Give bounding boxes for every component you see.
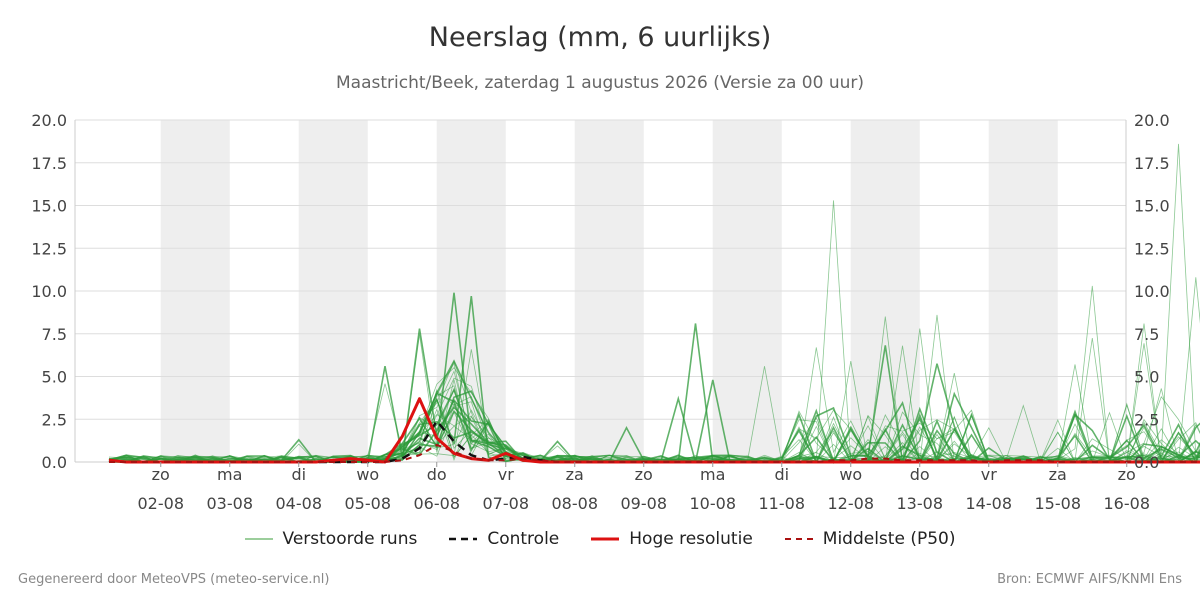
y-tick-label-left: 20.0 [31,111,67,130]
footer-generated-by: Gegenereerd door MeteoVPS (meteo-service… [18,572,330,587]
x-tick-date: 02-08 [138,494,185,513]
x-tick-date: 08-08 [552,494,599,513]
x-tick-day: vr [981,465,997,484]
x-tick-date: 06-08 [414,494,461,513]
main-series [108,397,1200,464]
y-tick-label-right: 2.5 [1134,410,1159,429]
x-tick-day: za [1049,465,1067,484]
x-tick-day: zo [1118,465,1136,484]
x-tick-date: 14-08 [966,494,1013,513]
x-tick-day: zo [635,465,653,484]
x-tick-date: 15-08 [1035,494,1082,513]
y-tick-label-left: 2.5 [42,410,67,429]
y-tick-label-left: 5.0 [42,368,67,387]
legend-swatch-high-res [591,537,620,541]
legend-item-perturbed[interactable]: Verstoorde runs [244,529,418,549]
x-tick-date: 13-08 [897,494,944,513]
legend-item-median[interactable]: Middelste (P50) [784,529,956,549]
y-tick-label-left: 10.0 [31,282,67,301]
x-tick-day: di [774,465,789,484]
x-tick-date: 05-08 [345,494,392,513]
x-tick-day: do [910,465,930,484]
y-tick-label-right: 0.0 [1134,453,1159,472]
ensemble-run-line [108,314,1200,463]
x-tick-date: 11-08 [759,494,806,513]
x-axis: zo 02-08 ma 03-08 di 04-08 wo 05-08 do 06-08 vr 07-… [138,462,1151,513]
series-line-middelste-p50 [109,443,1200,463]
legend-item-control[interactable]: Controle [449,529,559,549]
legend-label-high-res: Hoge resolutie [629,529,753,549]
y-tick-label-right: 10.0 [1134,282,1170,301]
series-line-hoge-resolutie [108,397,1200,464]
x-tick-day: ma [700,465,725,484]
y-tick-label-left: 0.0 [42,453,67,472]
x-tick-date: 03-08 [207,494,254,513]
x-tick-date: 10-08 [690,494,737,513]
x-tick-date: 04-08 [276,494,323,513]
footer-source: Bron: ECMWF AIFS/KNMI Ens [997,572,1182,587]
x-tick-date: 12-08 [828,494,875,513]
chart-subtitle: Maastricht/Beek, zaterdag 1 augustus 202… [335,73,865,93]
y-axis-left: 0.0 2.5 5.0 7.5 10.0 12.5 15.0 17.5 20.0 [31,111,67,472]
legend-item-high-res[interactable]: Hoge resolutie [591,529,753,549]
x-tick-date: 07-08 [483,494,530,513]
y-tick-label-right: 17.5 [1134,154,1170,173]
x-tick-day: ma [217,465,242,484]
legend-label-median: Middelste (P50) [822,529,956,549]
legend-swatch-median [784,538,813,540]
y-tick-label-right: 12.5 [1134,239,1170,258]
x-tick-day: wo [356,465,379,484]
legend-swatch-perturbed [244,538,273,540]
x-tick-day: vr [498,465,514,484]
legend-swatch-control [449,537,478,541]
x-tick-day: wo [839,465,862,484]
y-tick-label-left: 15.0 [31,197,67,216]
legend-label-perturbed: Verstoorde runs [282,529,418,549]
x-tick-day: za [566,465,584,484]
x-tick-date: 09-08 [621,494,668,513]
y-tick-label-right: 7.5 [1134,325,1159,344]
x-tick-day: di [291,465,306,484]
y-tick-label-right: 15.0 [1134,197,1170,216]
y-tick-label-right: 20.0 [1134,111,1170,130]
chart-title: Neerslag (mm, 6 uurlijks) [428,22,772,53]
x-tick-date: 16-08 [1104,494,1151,513]
legend: Verstoorde runs Controle Hoge resolutie … [0,529,1200,549]
x-tick-day: zo [152,465,170,484]
y-tick-label-right: 5.0 [1134,368,1159,387]
ensemble-run-line [108,413,1200,463]
x-tick-day: do [427,465,447,484]
legend-label-control: Controle [487,529,560,549]
y-tick-label-left: 17.5 [31,154,67,173]
y-tick-label-left: 7.5 [42,325,67,344]
y-axis-right: 0.0 2.5 5.0 7.5 10.0 12.5 15.0 17.5 20.0 [1134,111,1170,472]
y-tick-label-left: 12.5 [31,239,67,258]
